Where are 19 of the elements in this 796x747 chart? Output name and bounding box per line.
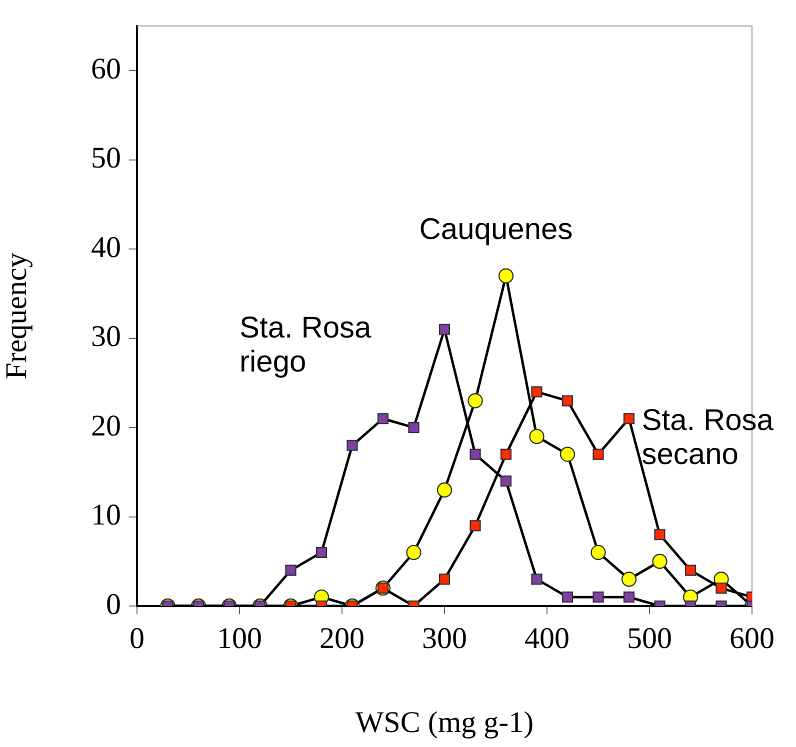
y-tick-label: 30 [91,320,121,354]
x-tick-label: 500 [627,622,672,655]
y-tick-label: 60 [91,52,121,86]
x-tick-label: 0 [130,622,144,655]
x-tick-label: 400 [524,622,570,655]
y-tick-label: 0 [106,588,121,621]
x-tick-label: 200 [320,622,364,655]
y-tick-label: 50 [91,142,121,175]
x-tick-label: 100 [217,622,262,655]
x-tick-label: 600 [730,622,774,655]
y-tick-label: 10 [91,498,121,532]
y-axis-title: Frequency [0,252,33,380]
series-label: Cauquenes [419,213,573,246]
x-axis-title: WSC (mg g-1) [355,706,534,739]
y-tick-label: 40 [91,230,121,264]
series-label: Sta. Rosa riego [240,312,372,379]
series-label: Sta. Rosa secano [642,404,774,472]
x-tick-label: 300 [422,622,467,655]
y-tick-label: 20 [91,409,121,442]
